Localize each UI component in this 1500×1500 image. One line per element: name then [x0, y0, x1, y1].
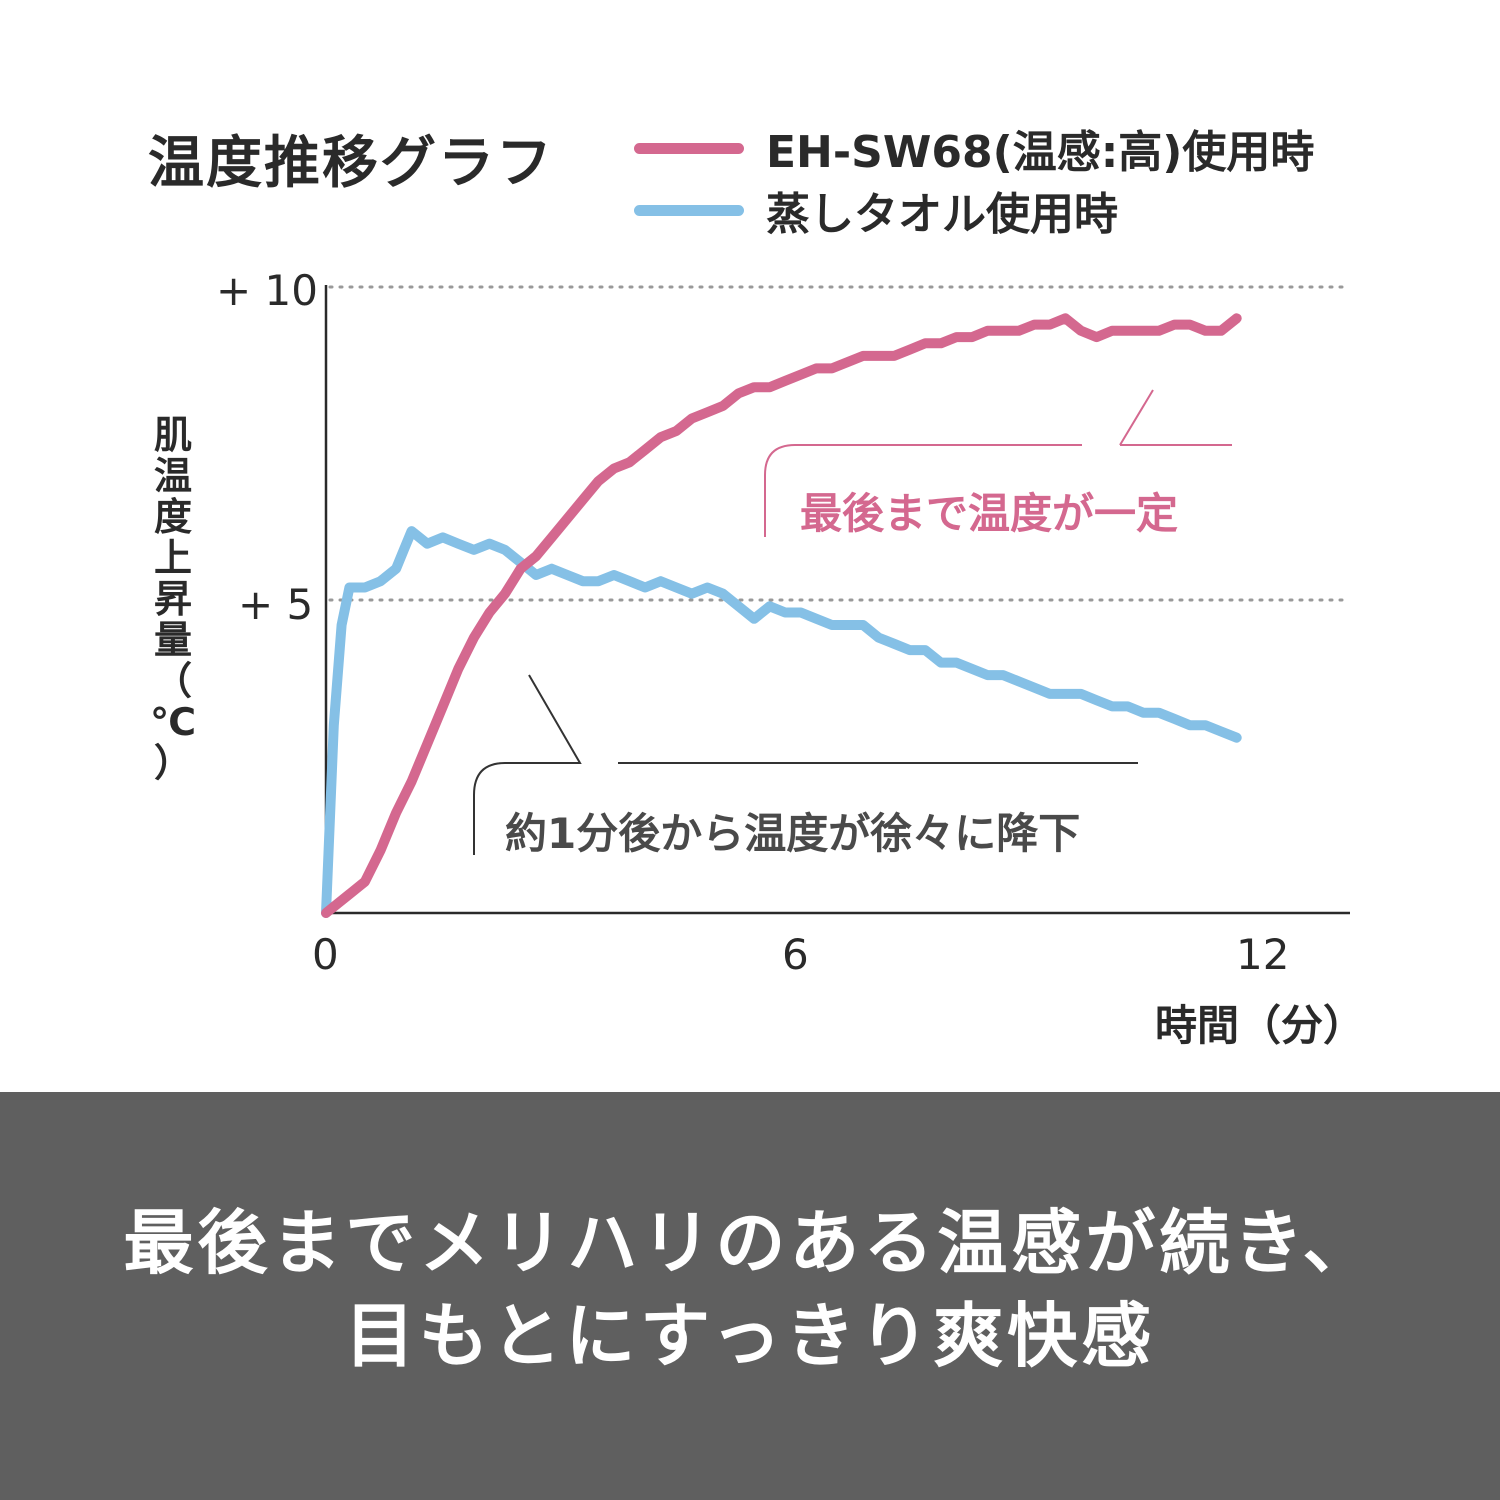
- y-tick-5: + 5: [238, 580, 314, 629]
- series-line-towel: [321, 526, 1242, 918]
- series-line-eh-sw68: [321, 313, 1242, 918]
- legend-label-towel: 蒸しタオル使用時: [766, 189, 1118, 240]
- y-axis-label-char: 量: [153, 618, 192, 662]
- y-axis-label-char: ℃: [149, 700, 196, 744]
- banner-line-1: 最後までメリハリのある温感が続き、: [123, 1202, 1377, 1284]
- legend-item-eh-sw68: EH-SW68(温感:高)使用時: [634, 118, 1314, 178]
- annotation-decline: 約1分後から温度が徐々に降下: [505, 809, 1081, 858]
- y-axis-label-char: 昇: [153, 577, 192, 621]
- message-banner: 最後までメリハリのある温感が続き、 目もとにすっきり爽快感: [0, 1092, 1500, 1500]
- y-axis-label-char: 温: [153, 454, 192, 498]
- y-tick-10: + 10: [216, 266, 318, 315]
- chart-title: 温度推移グラフ: [148, 131, 554, 196]
- legend-swatch-pink: [634, 142, 744, 154]
- y-axis-label: 肌 温 度 上 昇 量 （ ℃ ）: [148, 415, 198, 784]
- legend-label-eh-sw68: EH-SW68(温感:高)使用時: [766, 127, 1315, 178]
- callout-bracket-pink: [764, 389, 1232, 537]
- x-tick-12: 12: [1236, 930, 1290, 979]
- x-tick-0: 0: [312, 930, 339, 979]
- chart-panel: 温度推移グラフ EH-SW68(温感:高)使用時 蒸しタオル使用時 肌 温 度 …: [148, 118, 1366, 1050]
- plot-area: [321, 285, 1350, 918]
- y-axis-label-char: 肌: [153, 413, 192, 457]
- x-tick-6: 6: [782, 930, 809, 979]
- legend-item-towel: 蒸しタオル使用時: [634, 180, 1118, 240]
- x-axis-label: 時間（分）: [1155, 1001, 1366, 1050]
- y-axis-label-char: 度: [153, 495, 192, 539]
- banner-line-2: 目もとにすっきり爽快感: [344, 1295, 1156, 1377]
- annotation-constant: 最後まで温度が一定: [800, 489, 1179, 538]
- y-axis-label-char: 上: [153, 536, 192, 580]
- legend-swatch-blue: [634, 204, 744, 216]
- y-axis-label-char: （: [153, 659, 192, 703]
- y-axis-label-char: ）: [153, 741, 192, 785]
- callout-bracket-dark: [473, 674, 1138, 855]
